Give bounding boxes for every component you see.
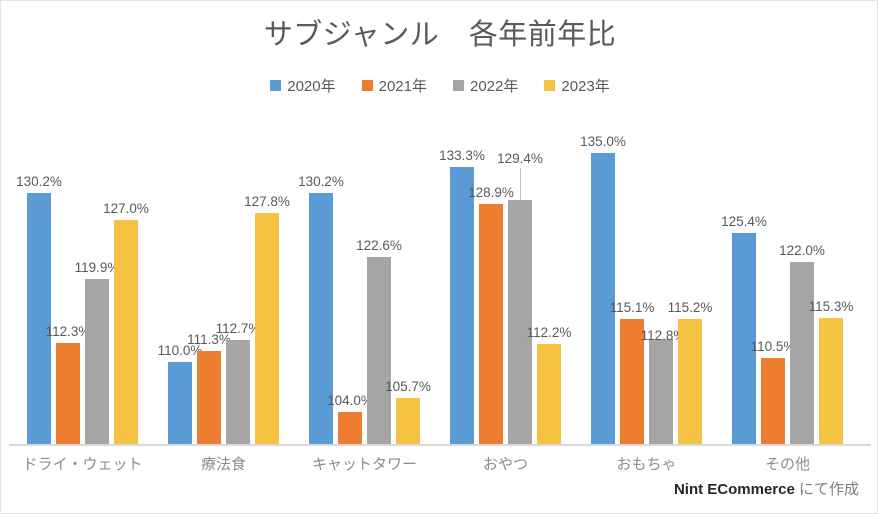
x-axis-category-label: おもちゃ	[616, 456, 677, 473]
bar-value-label: 127.0%	[103, 200, 149, 216]
chart-legend: 2020年 2021年 2022年 2023年	[1, 75, 878, 96]
bar[interactable]	[678, 318, 702, 444]
footer-brand: Nint ECommerce	[673, 481, 795, 498]
bar-value-label: 125.4%	[721, 214, 767, 230]
bar-value-label: 128.9%	[468, 185, 514, 201]
legend-item-2020年[interactable]: 2020年	[270, 75, 336, 96]
bar[interactable]	[367, 256, 391, 444]
x-axis-category-label: 療法食	[200, 456, 246, 473]
bar[interactable]	[732, 233, 756, 444]
bar[interactable]	[114, 219, 138, 444]
bar[interactable]	[396, 398, 420, 444]
bar-value-label: 129.4%	[497, 150, 543, 166]
x-axis-category-label: キャットタワー	[311, 456, 417, 473]
legend-label: 2020年	[287, 78, 336, 95]
label-leader-line	[520, 167, 521, 200]
bar[interactable]	[226, 339, 250, 444]
bar-value-label: 130.2%	[16, 174, 62, 190]
x-axis-line	[9, 444, 871, 446]
bar-value-label: 122.6%	[356, 237, 402, 253]
bar-value-label: 115.2%	[667, 299, 713, 315]
legend-item-2023年[interactable]: 2023年	[544, 75, 610, 96]
bar[interactable]	[479, 204, 503, 444]
bar-value-label: 133.3%	[439, 148, 485, 164]
bar[interactable]	[790, 261, 814, 444]
bar[interactable]	[649, 338, 673, 444]
bar-value-label: 110.0%	[157, 343, 203, 359]
bar-value-label: 112.7%	[215, 320, 261, 336]
legend-item-2022年[interactable]: 2022年	[453, 75, 518, 96]
legend-swatch-icon	[270, 80, 282, 91]
bar-value-label: 119.9%	[74, 260, 120, 276]
footer-note: Nint ECommerce にて作成	[674, 478, 859, 499]
legend-swatch-icon	[361, 80, 373, 91]
legend-label: 2021年	[378, 78, 427, 95]
legend-label: 2023年	[561, 78, 610, 95]
bar[interactable]	[85, 279, 109, 444]
bar[interactable]	[819, 317, 843, 444]
bar[interactable]	[450, 167, 474, 444]
bar[interactable]	[197, 351, 221, 444]
bar[interactable]	[620, 319, 644, 444]
bar[interactable]	[309, 193, 333, 444]
bar[interactable]	[508, 199, 532, 444]
bar-value-label: 105.7%	[385, 379, 431, 395]
bar-value-label: 112.3%	[45, 323, 91, 339]
bar[interactable]	[761, 357, 785, 444]
bar-value-label: 112.8%	[640, 327, 686, 343]
x-axis-category-label: ドライ・ウェット	[22, 456, 143, 473]
bar[interactable]	[27, 193, 51, 444]
bar-value-label: 104.0%	[327, 393, 373, 409]
x-axis-category-label: おやつ	[482, 456, 528, 473]
bar-value-label: 112.2%	[526, 324, 572, 340]
bar-value-label: 127.8%	[244, 194, 290, 210]
bar[interactable]	[591, 153, 615, 444]
bar-value-label: 115.3%	[808, 298, 854, 314]
bar[interactable]	[56, 342, 80, 444]
x-axis-category-label: その他	[764, 456, 810, 473]
chart-title: サブジャンル 各年前年比	[263, 19, 617, 51]
bar-value-label: 111.3%	[187, 332, 231, 348]
bar[interactable]	[168, 362, 192, 444]
bar-value-label: 135.0%	[580, 134, 626, 150]
legend-swatch-icon	[453, 80, 464, 91]
bar-value-label: 110.5%	[750, 338, 796, 354]
footer-suffix: にて作成	[798, 481, 859, 498]
legend-label: 2022年	[470, 78, 519, 95]
bar[interactable]	[338, 412, 362, 444]
bar-value-label: 130.2%	[298, 174, 344, 190]
bar-value-label: 122.0%	[779, 242, 825, 258]
legend-swatch-icon	[544, 80, 556, 91]
bar[interactable]	[537, 343, 561, 444]
bar[interactable]	[255, 213, 279, 444]
legend-item-2021年[interactable]: 2021年	[361, 75, 427, 96]
bar-value-label: 115.1%	[609, 300, 655, 316]
